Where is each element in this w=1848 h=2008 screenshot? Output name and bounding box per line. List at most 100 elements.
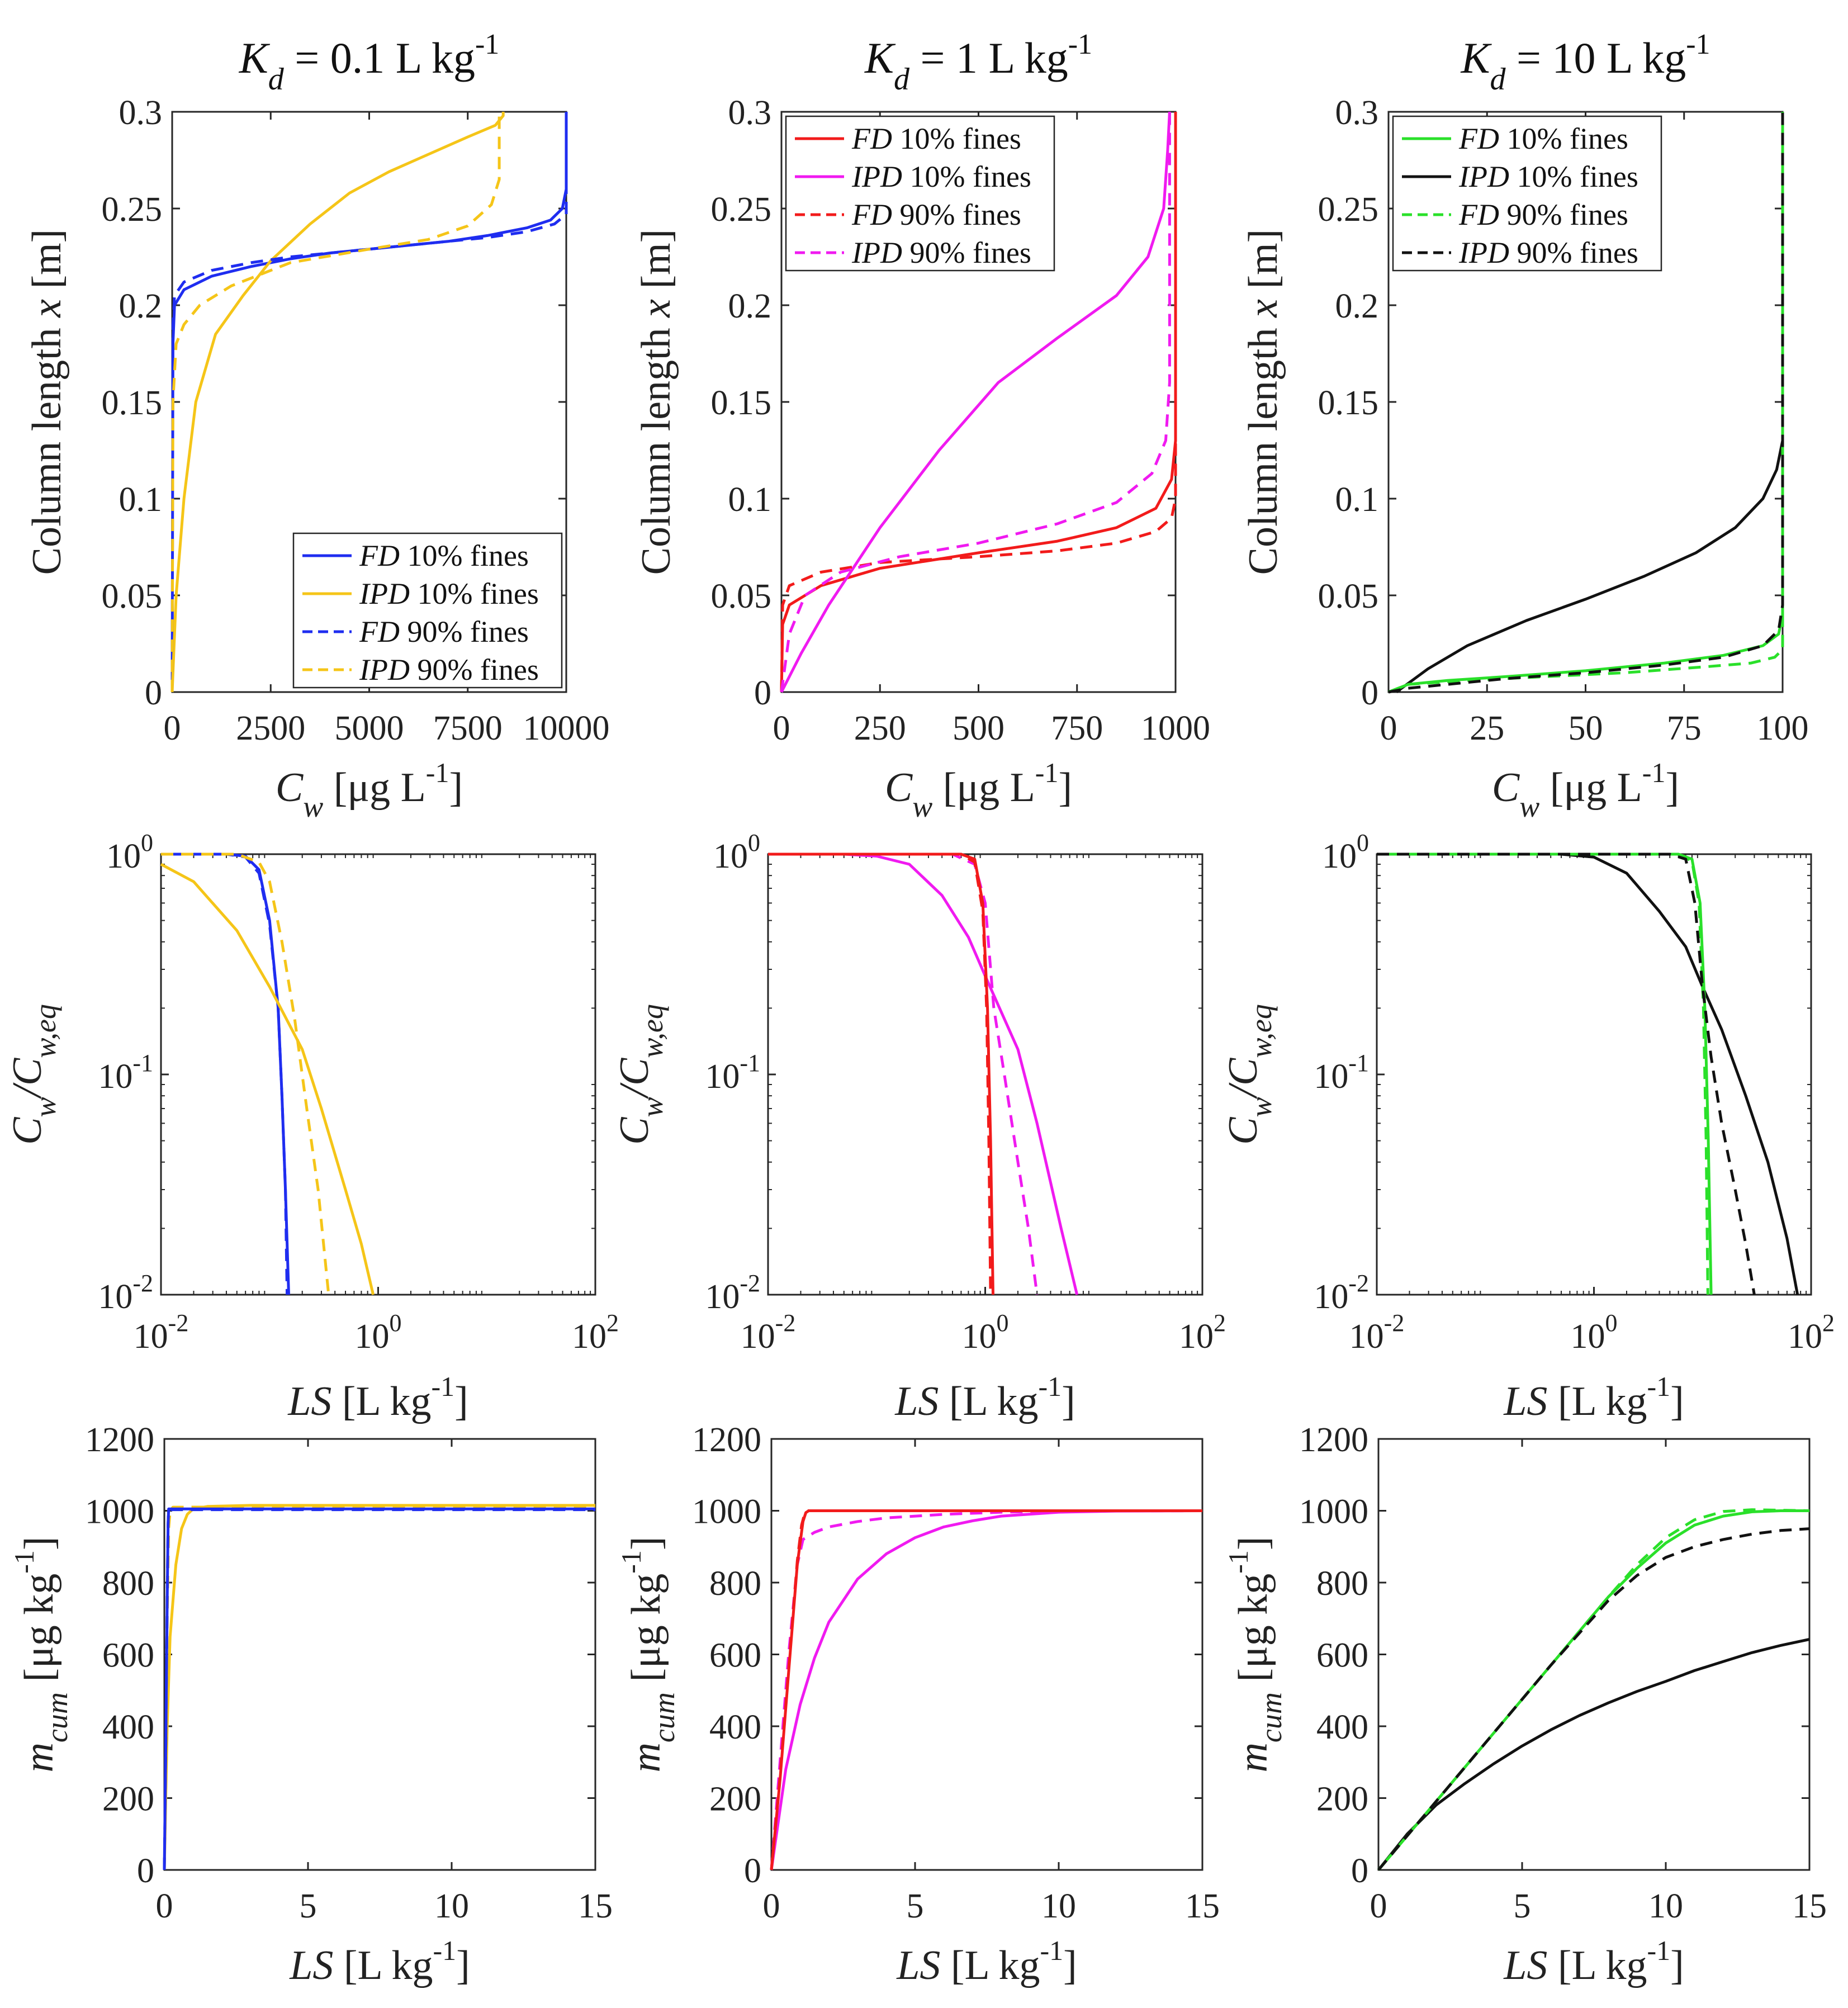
series-ipd-10-fines [170, 112, 505, 693]
legend-entry: FD 90% fines [1458, 198, 1628, 231]
series-ipd-90-fines [161, 853, 330, 1295]
legend-box [292, 532, 563, 689]
y-tick-label: 0.15 [102, 384, 163, 422]
y-tick-label: 800 [102, 1565, 154, 1603]
series-fd-10-fines [1377, 853, 1713, 1295]
x-tick-label: 102 [1788, 1309, 1835, 1356]
series-fd-90-fines [770, 1509, 1202, 1870]
x-tick-label: 500 [953, 709, 1004, 747]
x-tick-label: 250 [854, 709, 906, 747]
y-tick-label: 400 [709, 1708, 761, 1746]
series-fd-90-fines [170, 112, 568, 693]
x-tick-label: 0 [164, 709, 181, 747]
x-tick-label: 10-2 [741, 1309, 796, 1356]
y-tick-label: 1200 [692, 1421, 761, 1459]
y-tick-label: 0.2 [119, 287, 163, 325]
legend-entry: IPD 10% fines [851, 160, 1031, 193]
y-tick-label: 0.05 [1318, 577, 1379, 615]
x-tick-label: 100 [1571, 1309, 1618, 1356]
y-tick-label: 1200 [85, 1421, 154, 1459]
x-tick-label: 5000 [335, 709, 404, 747]
series-group [163, 1504, 596, 1870]
series-fd-90-fines [768, 853, 992, 1295]
y-tick-label: 600 [102, 1637, 154, 1675]
y-axis-label: Cw/Cw,eq [612, 1004, 669, 1145]
y-axis-label: mcum [μg kg-1] [8, 1536, 74, 1772]
y-tick-label: 0.3 [1335, 94, 1379, 132]
y-axis-label: mcum [μg kg-1] [1222, 1536, 1288, 1772]
y-tick-label: 1200 [1299, 1421, 1368, 1459]
y-axis-label: Cw/Cw,eq [4, 1004, 62, 1145]
x-tick-label: 102 [1179, 1309, 1226, 1356]
y-tick-label: 600 [709, 1637, 761, 1675]
series-ipd-10-fines [770, 1509, 1203, 1870]
series-group [160, 853, 375, 1295]
legend-entry: FD 10% fines [359, 539, 529, 572]
x-tick-label: 50 [1569, 709, 1603, 747]
x-tick-label: 10-2 [134, 1309, 189, 1356]
plot-area [1377, 1438, 1811, 1871]
legend-entry: IPD 10% fines [1458, 160, 1638, 193]
x-axis-label: Cw [μg L-1] [276, 757, 463, 823]
x-tick-label: 5 [907, 1887, 924, 1925]
series-ipd-10-fines [1395, 112, 1784, 694]
x-tick-label: 10000 [523, 709, 610, 747]
y-tick-label: 0.3 [728, 94, 772, 132]
chart-r3c1: 0 5 10 15 0 200 400 600 800 1000 1200 LS [L kg-1] mc… [8, 1421, 613, 1988]
y-tick-label: 1000 [85, 1493, 154, 1531]
series-group [1377, 853, 1799, 1295]
y-tick-label: 800 [1316, 1565, 1368, 1603]
legend: FD 10% fines IPD 10% fines FD 90% fines IPD… [785, 115, 1055, 272]
chart-r2c2: 10-2 100 102 10-2 10-1 100 LS [L kg-1] Cw/Cw,eq [612, 829, 1226, 1424]
x-tick-label: 75 [1667, 709, 1702, 747]
chart-r2c1: 10-2 100 102 10-2 10-1 100 LS [L kg-1] Cw/Cw,eq [4, 829, 619, 1424]
legend-entry: IPD 10% fines [359, 577, 539, 610]
y-tick-label: 10-2 [98, 1270, 153, 1316]
x-tick-label: 5 [300, 1887, 317, 1925]
y-tick-label: 100 [713, 829, 760, 875]
x-axis-label: Cw [μg L-1] [885, 757, 1072, 823]
plot-area [163, 1438, 596, 1871]
y-tick-label: 0 [145, 674, 162, 712]
legend-entry: FD 10% fines [851, 122, 1021, 155]
x-tick-label: 2500 [236, 709, 305, 747]
x-tick-label: 0 [773, 709, 790, 747]
x-tick-label: 0 [1370, 1887, 1387, 1925]
series-ipd-90-fines [780, 112, 1171, 693]
y-tick-label: 0 [754, 674, 771, 712]
y-tick-label: 1000 [692, 1493, 761, 1531]
x-tick-label: 100 [962, 1309, 1009, 1356]
x-tick-label: 750 [1051, 709, 1103, 747]
y-tick-label: 0.1 [1335, 481, 1379, 519]
x-tick-label: 15 [1792, 1887, 1827, 1925]
series-ipd-10-fines [1377, 1638, 1810, 1871]
y-tick-label: 10-2 [1314, 1270, 1369, 1316]
y-tick-label: 400 [1316, 1708, 1368, 1746]
y-tick-label: 100 [106, 829, 153, 875]
series-ipd-90-fines [1377, 853, 1756, 1295]
series-ipd-90-fines [768, 853, 1039, 1295]
series-ipd-10-fines [160, 863, 375, 1295]
series-fd-90-fines [780, 112, 1177, 693]
y-tick-label: 0.25 [1318, 191, 1379, 229]
x-tick-label: 0 [763, 1887, 780, 1925]
chart-title: Kd = 1 L kg-1 [864, 29, 1092, 97]
legend-entry: IPD 90% fines [359, 653, 539, 686]
y-tick-label: 0.2 [1335, 287, 1379, 325]
y-tick-label: 800 [709, 1565, 761, 1603]
x-axis-label: LS [L kg-1] [1503, 1935, 1684, 1988]
series-ipd-10-fines [1377, 853, 1799, 1295]
y-tick-label: 0 [1351, 1852, 1368, 1890]
series-group [170, 112, 568, 693]
x-tick-label: 100 [1757, 709, 1809, 747]
series-ipd-10-fines [163, 1504, 595, 1870]
y-tick-label: 10-2 [705, 1270, 760, 1316]
series-ipd-90-fines [1377, 1527, 1810, 1871]
chart-r1c1: 0 2500 5000 7500 10000 0 0.05 0.1 0.15 0.2 0.25 0.3… [24, 29, 610, 823]
y-tick-label: 10-1 [98, 1049, 153, 1096]
series-fd-90-fines [1388, 112, 1784, 694]
series-fd-90-fines [163, 1508, 595, 1870]
y-tick-label: 0 [137, 1852, 154, 1890]
series-ipd-90-fines [1388, 112, 1784, 694]
x-tick-label: 10 [1041, 1887, 1076, 1925]
